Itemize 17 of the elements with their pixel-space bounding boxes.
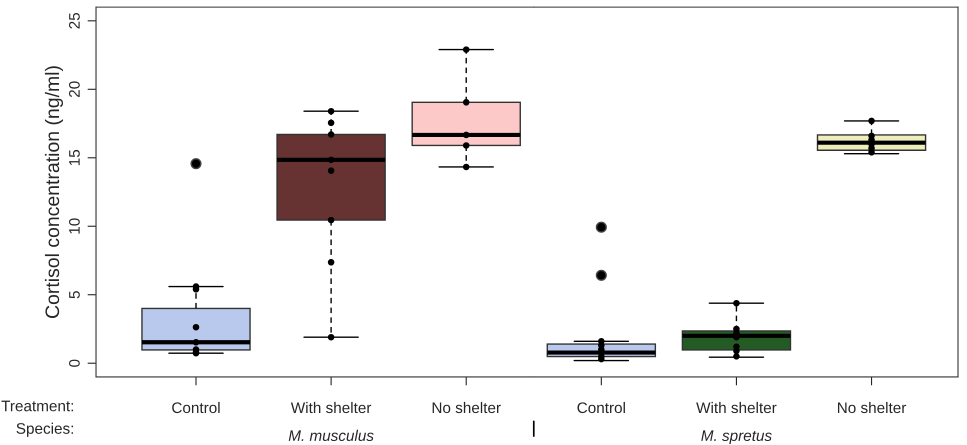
y-tick-label: 15 <box>69 150 80 166</box>
x-tick-label: No shelter <box>838 402 906 414</box>
x-tick-label: Control <box>577 402 625 414</box>
x-tick-label: With shelter <box>696 402 777 414</box>
y-tick-label: 20 <box>68 81 80 98</box>
x-tick-label: With shelter <box>290 402 372 414</box>
x-axis-title: M. spretus <box>701 430 772 444</box>
x-axis-title: M. musculus <box>288 430 374 442</box>
y-tick-label: 10 <box>68 218 80 234</box>
y-axis-title: Cortisol concentration (ng/ml) <box>44 66 64 318</box>
y-tick-label: 25 <box>68 12 80 29</box>
x-tick-label: No shelter <box>432 402 501 414</box>
y-tick-label: 0 <box>68 360 80 367</box>
text: Species: <box>16 422 74 437</box>
x-tick-label: Control <box>172 402 220 414</box>
text: Treatment: <box>1 400 74 412</box>
y-tick-label: 5 <box>69 291 80 298</box>
